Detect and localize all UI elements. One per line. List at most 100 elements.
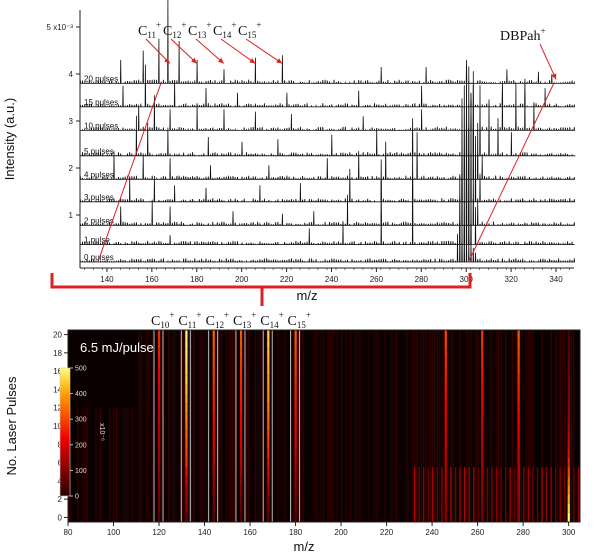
heatmap-cell <box>481 348 484 358</box>
top-y-tick-label: 3 <box>69 117 74 126</box>
heatmap-cell <box>185 357 188 367</box>
heatmap-cell <box>536 467 539 522</box>
heatmap-cell <box>322 330 325 522</box>
heatmap-cell <box>438 330 441 522</box>
heatmap-cell <box>190 330 193 522</box>
annotation-arrow <box>539 43 557 80</box>
heatmap-cell <box>239 512 243 522</box>
heatmap-cell <box>239 394 243 404</box>
heatmap-cell <box>158 348 161 358</box>
heatmap-cell <box>294 330 297 340</box>
heatmap-cell <box>517 421 520 431</box>
heatmap-cell <box>520 330 523 522</box>
heatmap-cell <box>95 407 97 522</box>
heatmap-cell <box>550 467 552 522</box>
stacked-mass-spectra: 140 160 180 200 220 240 260 280 300 320 340 1 2 3 4 5 x… <box>2 0 576 303</box>
heatmap-cell <box>418 467 420 522</box>
heatmap-cell <box>212 485 215 495</box>
heatmap-cell <box>158 503 161 513</box>
heatmap-cell <box>459 467 461 522</box>
heatmap-cell <box>468 330 470 522</box>
heatmap-cell <box>185 512 188 522</box>
heatmap-cell <box>354 330 357 522</box>
heatmap-cell <box>523 467 525 522</box>
heatmap-cell <box>185 384 188 394</box>
heatmap-cell <box>267 330 270 340</box>
heatmap-cell <box>473 467 475 522</box>
heatmap-cell <box>261 330 263 522</box>
heatmap-cell <box>294 458 297 468</box>
heatmap-cell <box>247 330 250 522</box>
annotation-arrowhead <box>551 73 557 80</box>
spectrum-trace <box>79 103 576 226</box>
heatmap-cell <box>313 330 316 522</box>
heatmap-cell <box>420 330 423 522</box>
heatmap-cell <box>212 448 215 458</box>
heatmap-cell <box>529 330 532 522</box>
heatmap-cell <box>545 467 548 522</box>
heatmap-cell <box>477 330 479 522</box>
heatmap-cell <box>481 357 484 367</box>
heatmap-cell <box>436 467 439 522</box>
top-x-tick-label: 200 <box>235 275 249 284</box>
annotation-arrowhead <box>217 57 224 64</box>
annotation-arrowhead <box>249 58 256 64</box>
colorbar-tick-label: 0 <box>75 494 79 501</box>
heatmap-cell <box>444 439 447 449</box>
heatmap-cell <box>407 330 409 522</box>
heatmap-cell <box>185 366 188 376</box>
heatmap-cell <box>231 330 234 522</box>
trace-label: 3 pulses <box>84 193 114 202</box>
heatmap-cell <box>267 357 270 367</box>
heatmap-y-tick-label: 10 <box>53 422 62 431</box>
heatmap-cell <box>158 412 161 422</box>
heatmap-cell <box>267 485 270 495</box>
colorbar <box>59 367 71 497</box>
heatmap-cell <box>158 467 161 477</box>
trace-label: 0 pulses <box>84 253 114 262</box>
heatmap-cell <box>188 330 190 522</box>
heatmap-cell <box>302 330 304 522</box>
heatmap-cell <box>234 330 236 522</box>
heatmap-cell <box>291 330 293 522</box>
heatmap-cell <box>158 357 161 367</box>
heatmap-cell <box>267 512 270 522</box>
heatmap-cell <box>500 467 502 522</box>
annotation-arrow <box>220 38 256 64</box>
heatmap-cell <box>444 357 447 367</box>
heatmap-cell <box>239 476 243 486</box>
heatmap-cell <box>481 503 484 513</box>
heatmap-cell <box>316 330 318 522</box>
heatmap-cell <box>206 330 209 522</box>
heatmap-cell <box>158 439 161 449</box>
heatmap-x-tick-label: 220 <box>380 528 394 537</box>
heatmap-cell <box>267 467 270 477</box>
heatmap-cell <box>413 467 416 522</box>
heatmap-cell <box>463 467 466 522</box>
top-x-tick-label: 320 <box>504 275 518 284</box>
heatmap-cell <box>341 330 343 522</box>
colorbar-tick-label: 100 <box>75 468 87 475</box>
heatmap-cell <box>181 330 184 522</box>
heatmap-cell <box>239 403 243 413</box>
heatmap-cell <box>517 339 520 349</box>
heatmap-cell <box>239 494 243 504</box>
heatmap-cell <box>331 330 334 522</box>
heatmap-cell <box>158 366 161 376</box>
heatmap-cell <box>158 494 161 504</box>
heatmap-cell <box>158 430 161 440</box>
heatmap-cell <box>517 467 520 477</box>
heatmap-cell <box>185 421 188 431</box>
heatmap-cell <box>564 330 566 522</box>
heatmap-cell <box>350 330 352 522</box>
spectrum-trace <box>80 83 576 131</box>
heatmap-cell <box>481 366 484 376</box>
heatmap-cell <box>425 330 427 522</box>
heatmap-cell <box>375 330 377 522</box>
heatmap-cell <box>411 330 413 522</box>
heatmap-cell <box>444 485 447 495</box>
heatmap-cell <box>481 467 484 477</box>
heatmap-x-tick-label: 240 <box>425 528 439 537</box>
colorbar-tick-label: 500 <box>75 366 87 373</box>
colorbar-label: x10⁻⁶ <box>98 423 105 441</box>
